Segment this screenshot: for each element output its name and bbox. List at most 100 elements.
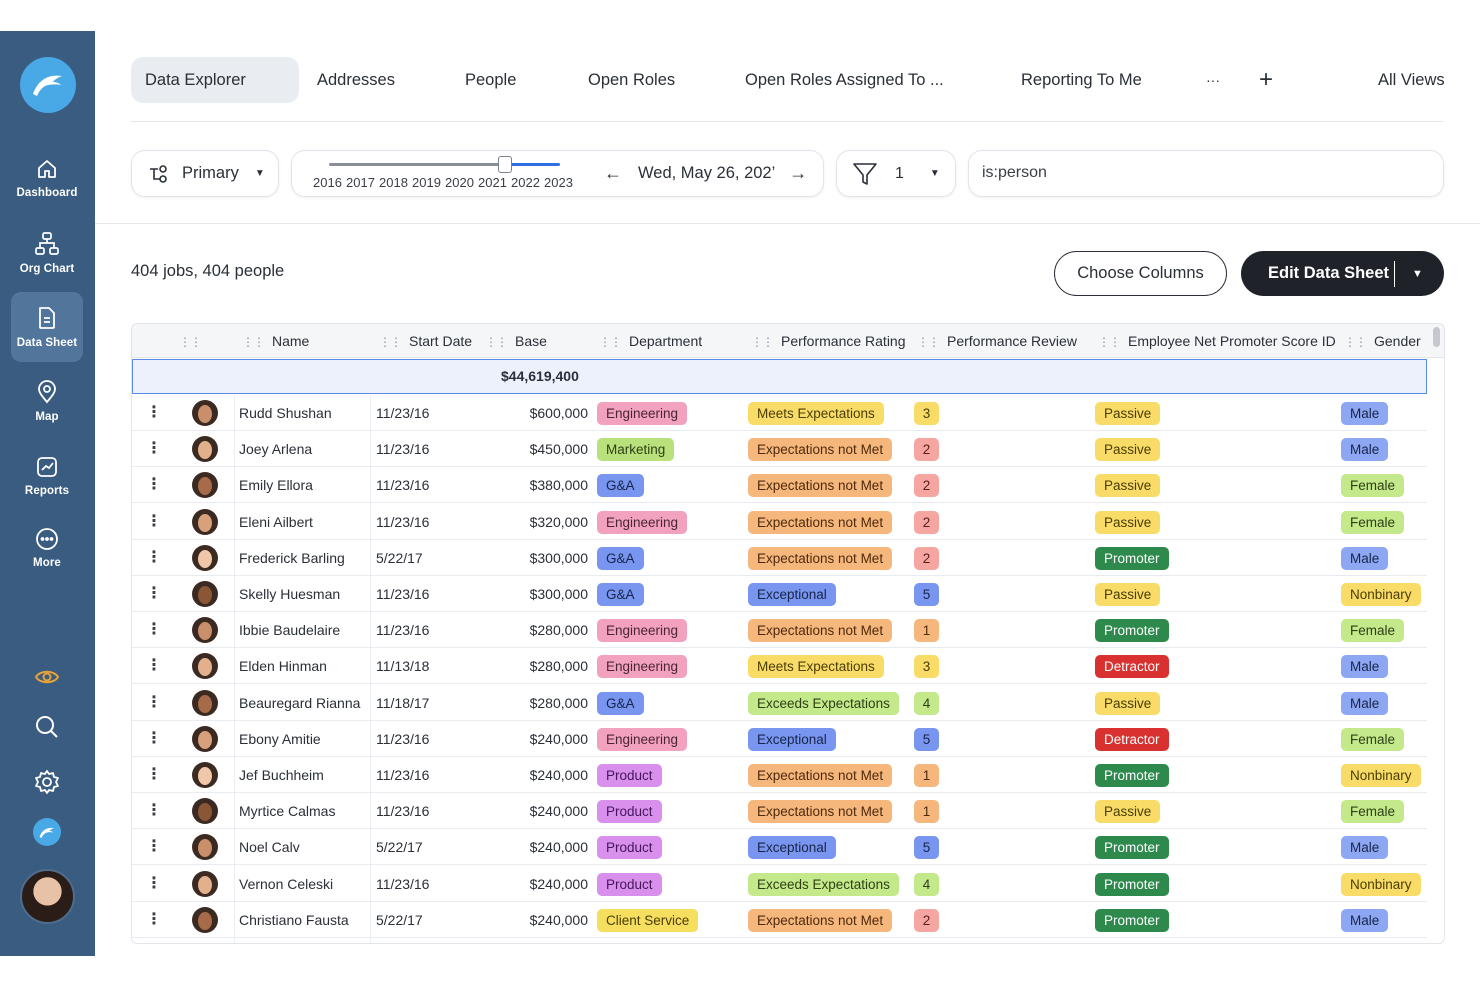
row-menu-icon[interactable]: ⋮ (146, 548, 162, 566)
caret-down-icon[interactable]: ▼ (1412, 267, 1423, 280)
table-row[interactable]: ⋮ Elden Hinman 11/13/18 $280,000 Engineering… (132, 648, 1427, 685)
column-header-base[interactable]: ⋮⋮ Base (485, 333, 547, 349)
sidebar-item-dashboard[interactable]: Dashboard (11, 143, 83, 213)
tab-open-roles-assigned[interactable]: Open Roles Assigned To ... (745, 71, 944, 89)
user-avatar[interactable] (20, 869, 75, 924)
brand-button[interactable] (27, 812, 67, 852)
tab-open-roles[interactable]: Open Roles (588, 71, 676, 89)
app-logo[interactable] (20, 57, 76, 113)
employee-name[interactable]: Rudd Shushan (239, 405, 332, 421)
avatar[interactable] (192, 436, 218, 463)
table-row[interactable]: ⋮ Ibbie Baudelaire 11/23/16 $280,000 Enginee… (132, 612, 1427, 649)
employee-name[interactable]: Joey Arlena (239, 441, 313, 458)
sidebar-item-map[interactable]: Map (11, 366, 83, 436)
filter-dropdown[interactable]: 1 ▼ (836, 150, 956, 197)
table-row[interactable]: ⋮ Beauregard Rianna 11/18/17 $280,000 G&A Exc… (132, 685, 1427, 721)
table-row[interactable]: ⋮ Ebony Amitie 11/23/16 $240,000 Engineering… (132, 721, 1427, 757)
table-row[interactable]: ⋮ Jef Buchheim 11/23/16 $240,000 Product Expe… (132, 757, 1427, 793)
table-row[interactable]: ⋮ Noel Calv 5/22/17 $240,000 Product Exceptio… (132, 829, 1427, 866)
row-menu-icon[interactable]: ⋮ (146, 440, 162, 458)
row-menu-icon[interactable]: ⋮ (146, 766, 162, 783)
sidebar-item-reports[interactable]: Reports (11, 441, 83, 511)
choose-columns-button[interactable]: Choose Columns (1054, 251, 1227, 296)
employee-name[interactable]: Noel Calv (239, 839, 300, 856)
row-menu-icon[interactable]: ⋮ (146, 404, 162, 421)
row-menu-icon[interactable]: ⋮ (146, 693, 162, 711)
employee-name[interactable]: Beauregard Rianna (239, 694, 361, 711)
table-row[interactable]: ⋮ Vernon Celeski 11/23/16 $240,000 Product Ex… (132, 866, 1427, 902)
table-row[interactable]: ⋮ Joey Arlena 11/23/16 $450,000 Marketing Exp… (132, 431, 1427, 468)
employee-name[interactable]: Jef Buchheim (239, 767, 324, 783)
row-menu-icon[interactable]: ⋮ (146, 476, 162, 494)
employee-name[interactable]: Eleni Ailbert (239, 513, 313, 530)
timeline-track[interactable] (329, 163, 505, 166)
table-row[interactable]: ⋮ Myrtice Calmas 11/23/16 $240,000 Product Ex… (132, 793, 1427, 830)
row-menu-icon[interactable]: ⋮ (146, 621, 162, 639)
column-header-department[interactable]: ⋮⋮ Department (599, 333, 703, 349)
column-header-start-date[interactable]: ⋮⋮ Start Date (379, 333, 473, 349)
avatar[interactable] (192, 508, 218, 535)
column-header-performance-review[interactable]: ⋮⋮ Performance Review (917, 333, 1077, 349)
table-row[interactable]: ⋮ Christiano Fausta 5/22/17 $240,000 Client … (132, 902, 1427, 938)
avatar[interactable] (192, 472, 218, 499)
row-menu-icon[interactable]: ⋮ (146, 874, 162, 892)
sidebar-item-org-chart[interactable]: Org Chart (11, 218, 83, 288)
eye-button[interactable] (27, 657, 67, 697)
table-row[interactable]: ⋮ Rudd Shushan 11/23/16 $600,000 Engineering… (132, 395, 1427, 431)
employee-name[interactable]: Elden Hinman (239, 658, 327, 675)
edit-data-sheet-button[interactable]: Edit Data Sheet ▼ (1241, 251, 1444, 296)
arrow-right-icon[interactable]: → (789, 163, 808, 183)
row-menu-icon[interactable]: ⋮ (146, 729, 162, 747)
primary-hierarchy-dropdown[interactable]: Primary ▼ (131, 150, 279, 197)
row-menu-icon[interactable]: ⋮ (146, 838, 162, 856)
employee-name[interactable]: Christiano Fausta (239, 911, 349, 928)
arrow-left-icon[interactable]: ← (604, 163, 622, 183)
row-menu-icon[interactable]: ⋮ (146, 910, 162, 928)
row-menu-icon[interactable]: ⋮ (146, 802, 162, 820)
table-row[interactable]: ⋮ Eleni Ailbert 11/23/16 $320,000 Engineerin… (132, 504, 1427, 540)
timeline-handle[interactable] (498, 156, 512, 173)
settings-button[interactable] (27, 762, 67, 802)
employee-name[interactable]: Ibbie Baudelaire (239, 622, 341, 639)
column-header-name[interactable]: ⋮⋮ Name (242, 333, 310, 349)
more-tabs-button[interactable]: ··· (1206, 72, 1220, 88)
sidebar-item-more[interactable]: More (11, 513, 83, 583)
column-header-performance-rating[interactable]: ⋮⋮ Performance Rating (751, 333, 906, 349)
employee-name[interactable]: Ebony Amitie (239, 730, 321, 747)
sidebar-item-data-sheet[interactable]: Data Sheet (11, 292, 83, 362)
employee-name[interactable]: Frederick Barling (239, 549, 345, 566)
avatar[interactable] (192, 581, 218, 607)
avatar[interactable] (192, 725, 218, 752)
avatar[interactable] (192, 798, 218, 825)
vertical-scrollbar[interactable] (1433, 327, 1440, 347)
employee-name[interactable]: Skelly Huesman (239, 586, 341, 602)
avatar[interactable] (192, 617, 218, 644)
current-date[interactable]: Wed, May 26, 202’ (638, 164, 776, 182)
table-row[interactable]: ⋮ Frederick Barling 5/22/17 $300,000 G&A Expe… (132, 540, 1427, 576)
row-menu-icon[interactable]: ⋮ (146, 657, 162, 675)
tab-reporting-to-me[interactable]: Reporting To Me (1021, 71, 1142, 89)
row-menu-icon[interactable]: ⋮ (146, 585, 162, 602)
avatar[interactable] (192, 544, 218, 571)
column-header-enps-id[interactable]: ⋮⋮ Employee Net Promoter Score ID (1098, 333, 1336, 349)
all-views-link[interactable]: All Views (1378, 71, 1445, 89)
avatar[interactable] (192, 906, 218, 933)
tab-addresses[interactable]: Addresses (317, 71, 395, 89)
avatar[interactable] (192, 653, 218, 680)
tab-data-explorer[interactable]: Data Explorer (131, 57, 299, 103)
column-header-gender[interactable]: ⋮⋮ Gender (1344, 333, 1421, 349)
avatar[interactable] (192, 689, 218, 716)
table-row[interactable]: ⋮ Emily Ellora 11/23/16 $380,000 G&A Expectat… (132, 467, 1427, 504)
add-view-button[interactable]: + (1259, 66, 1274, 93)
avatar[interactable] (192, 870, 218, 897)
employee-name[interactable]: Myrtice Calmas (239, 803, 336, 820)
search-button[interactable] (27, 707, 67, 747)
employee-name[interactable]: Vernon Celeski (239, 875, 334, 892)
avatar[interactable] (192, 762, 218, 788)
avatar[interactable] (192, 400, 218, 426)
row-menu-icon[interactable]: ⋮ (146, 512, 162, 530)
avatar[interactable] (192, 834, 218, 861)
tab-people[interactable]: People (465, 71, 517, 89)
column-drag-handle[interactable]: ⋮⋮ (179, 335, 202, 349)
search-input[interactable] (982, 164, 1422, 182)
